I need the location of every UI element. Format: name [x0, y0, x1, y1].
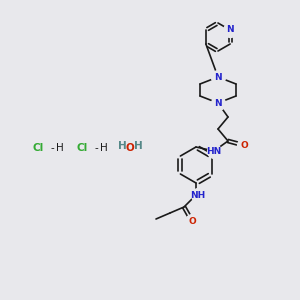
- Text: -: -: [94, 143, 98, 153]
- Text: -: -: [50, 143, 54, 153]
- Text: H: H: [134, 141, 142, 151]
- Text: Cl: Cl: [76, 143, 88, 153]
- Text: O: O: [188, 217, 196, 226]
- Text: HN: HN: [206, 146, 222, 155]
- Text: N: N: [214, 98, 222, 107]
- Text: H: H: [118, 141, 126, 151]
- Text: H: H: [100, 143, 108, 153]
- Text: O: O: [240, 140, 248, 149]
- Text: Cl: Cl: [32, 143, 44, 153]
- Text: O: O: [126, 143, 134, 153]
- Text: NH: NH: [190, 190, 206, 200]
- Text: H: H: [56, 143, 64, 153]
- Text: N: N: [214, 73, 222, 82]
- Text: N: N: [226, 26, 234, 34]
